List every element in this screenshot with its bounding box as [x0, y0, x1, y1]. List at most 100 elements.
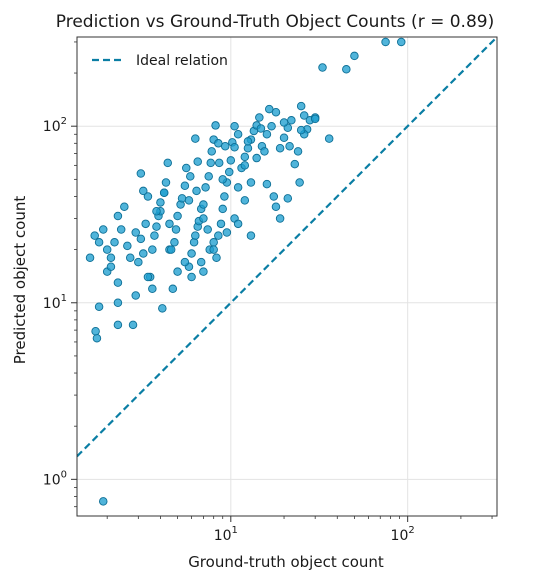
- data-point-129: [342, 65, 351, 74]
- data-point-121: [191, 134, 200, 143]
- data-point-106: [262, 179, 272, 189]
- data-point-31: [150, 231, 159, 240]
- data-point-39: [166, 245, 176, 254]
- data-point-116: [196, 257, 206, 267]
- data-point-6: [85, 253, 95, 262]
- data-point-153: [240, 161, 250, 170]
- data-point-79: [214, 158, 224, 168]
- data-point-1: [92, 333, 102, 343]
- data-point-94: [267, 121, 276, 131]
- data-point-118: [173, 267, 182, 276]
- data-point-64: [193, 157, 202, 166]
- data-point-150: [279, 118, 289, 127]
- x-tick-label-1: 102: [391, 525, 415, 544]
- data-point-143: [184, 196, 194, 205]
- data-point-111: [246, 178, 256, 187]
- data-point-77: [225, 167, 234, 177]
- data-point-53: [191, 231, 200, 240]
- data-point-60: [206, 158, 215, 168]
- data-point-83: [233, 183, 243, 192]
- data-point-137: [187, 272, 196, 282]
- data-point-125: [256, 124, 266, 133]
- data-point-36: [161, 178, 171, 187]
- data-point-4: [106, 253, 116, 262]
- data-point-133: [246, 231, 256, 240]
- data-point-124: [243, 137, 253, 146]
- data-point-17: [125, 253, 135, 262]
- data-point-22: [134, 257, 143, 267]
- data-point-61: [207, 147, 216, 156]
- data-point-99: [287, 116, 296, 125]
- data-point-101: [293, 147, 303, 156]
- data-point-131: [381, 37, 390, 47]
- data-point-142: [159, 188, 169, 197]
- data-point-85: [240, 152, 250, 162]
- data-point-19: [113, 320, 123, 330]
- data-point-48: [158, 304, 167, 313]
- data-point-45: [180, 181, 190, 190]
- data-point-117: [180, 257, 190, 267]
- data-point-103: [299, 111, 309, 120]
- data-point-24: [136, 234, 146, 244]
- data-point-7: [94, 238, 104, 247]
- data-point-119: [165, 219, 174, 229]
- data-point-151: [296, 125, 306, 135]
- data-point-144: [218, 175, 227, 184]
- data-point-26: [143, 192, 153, 201]
- x-tick-label-0: 101: [214, 525, 238, 544]
- data-point-90: [255, 113, 264, 122]
- y-tick-label-2: 102: [43, 116, 67, 135]
- data-point-27: [139, 186, 148, 196]
- data-point-100: [290, 159, 300, 169]
- data-point-49: [168, 284, 178, 294]
- data-point-140: [131, 228, 140, 237]
- data-point-14: [120, 202, 129, 211]
- data-point-8: [90, 231, 99, 240]
- data-point-152: [233, 130, 243, 139]
- data-point-97: [279, 133, 289, 143]
- data-point-12: [106, 262, 116, 271]
- data-point-82: [230, 121, 239, 131]
- data-point-20: [128, 320, 138, 330]
- data-point-28: [136, 169, 146, 178]
- data-point-128: [318, 63, 327, 72]
- data-point-37: [163, 158, 172, 168]
- data-point-109: [283, 194, 293, 203]
- data-point-11: [110, 238, 119, 247]
- data-point-10: [102, 245, 112, 254]
- chart-title: Prediction vs Ground-Truth Object Counts…: [56, 12, 494, 32]
- data-point-0: [98, 497, 108, 506]
- data-point-102: [296, 101, 306, 111]
- data-point-51: [187, 249, 196, 258]
- data-point-126: [324, 134, 334, 143]
- data-point-32: [152, 222, 161, 231]
- plot-area: 101 102 100 101 102 Ideal relation: [43, 36, 498, 544]
- data-point-67: [199, 214, 208, 223]
- data-point-3: [94, 302, 104, 311]
- data-point-112: [240, 196, 250, 205]
- data-point-74: [218, 204, 227, 214]
- data-point-80: [220, 141, 230, 151]
- data-point-145: [252, 153, 261, 163]
- data-point-71: [212, 253, 221, 262]
- y-tick-label-1: 101: [43, 293, 67, 312]
- data-point-63: [211, 121, 220, 130]
- data-point-34: [156, 198, 165, 207]
- x-axis-label: Ground-truth object count: [188, 553, 384, 571]
- data-point-18: [113, 298, 123, 308]
- data-point-139: [113, 278, 123, 287]
- data-point-136: [199, 267, 208, 276]
- data-point-138: [143, 272, 153, 282]
- data-point-96: [275, 144, 285, 153]
- data-point-44: [177, 194, 187, 203]
- data-point-141: [152, 206, 161, 216]
- data-point-148: [310, 114, 320, 124]
- data-point-132: [397, 37, 406, 47]
- data-point-47: [148, 284, 157, 294]
- data-point-93: [262, 130, 272, 139]
- y-axis-label: Predicted object count: [11, 196, 29, 365]
- data-point-92: [260, 147, 269, 156]
- data-point-114: [222, 228, 232, 237]
- data-point-130: [350, 51, 359, 61]
- data-point-110: [295, 178, 304, 187]
